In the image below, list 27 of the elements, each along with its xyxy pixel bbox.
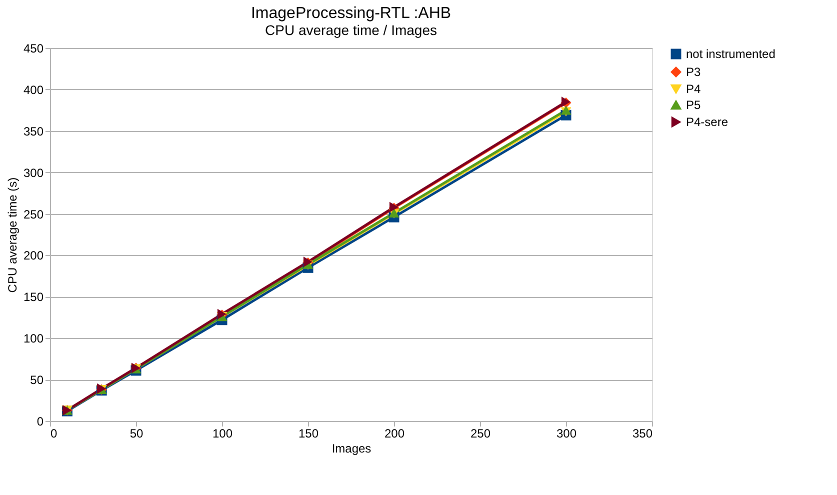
x-tick-label: 300 — [556, 426, 577, 440]
x-tick-label: 250 — [470, 426, 491, 440]
y-tick-label: 300 — [23, 166, 44, 180]
y-tick-label: 100 — [23, 332, 44, 346]
y-axis-title: CPU average time (s) — [5, 177, 20, 293]
y-tick-label: 350 — [23, 124, 44, 138]
chart-subtitle: CPU average time / Images — [265, 22, 437, 38]
x-axis-title: Images — [332, 442, 372, 456]
y-tick-label: 450 — [23, 42, 44, 56]
legend-label: P4-sere — [686, 115, 728, 129]
legend-label: not instrumented — [686, 47, 776, 61]
y-tick-label: 200 — [23, 248, 44, 263]
legend-label: P3 — [686, 65, 702, 79]
y-tick-label: 400 — [23, 82, 44, 97]
y-tick-label: 250 — [23, 207, 44, 222]
x-tick-label: 150 — [298, 426, 319, 440]
legend-label: P5 — [686, 98, 702, 112]
y-tick-label: 50 — [30, 373, 44, 388]
chart-title: ImageProcessing-RTL :AHB — [250, 5, 452, 22]
x-tick-label: 50 — [130, 426, 144, 440]
y-tick-label: 150 — [23, 290, 44, 304]
x-tick-label: 350 — [632, 426, 653, 440]
y-tick-label: 0 — [36, 414, 44, 428]
legend-label: P4 — [686, 82, 702, 96]
x-tick-label: 0 — [50, 426, 58, 440]
x-tick-label: 200 — [384, 426, 405, 440]
x-tick-label: 100 — [212, 426, 233, 440]
